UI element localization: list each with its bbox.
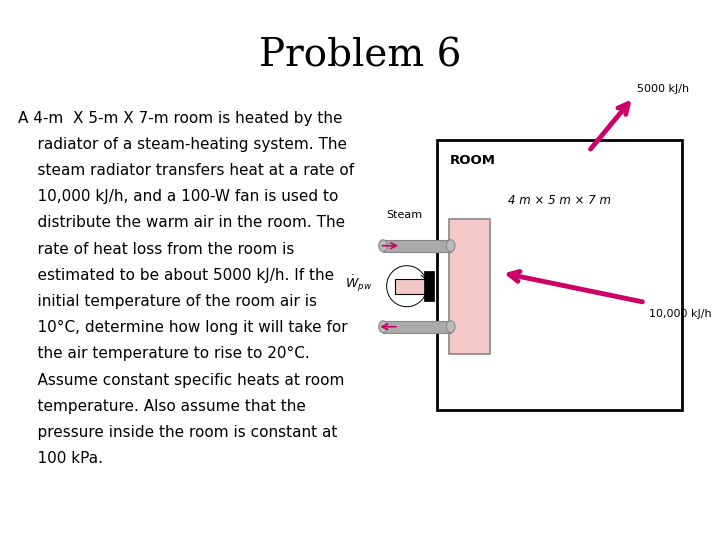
Text: 100 kPa.: 100 kPa. (18, 451, 103, 466)
Ellipse shape (379, 321, 387, 333)
Text: 10°C, determine how long it will take for: 10°C, determine how long it will take fo… (18, 320, 348, 335)
Ellipse shape (446, 321, 455, 333)
Text: 4 m × 5 m × 7 m: 4 m × 5 m × 7 m (508, 194, 611, 207)
Bar (437, 140, 682, 410)
Text: estimated to be about 5000 kJ/h. If the: estimated to be about 5000 kJ/h. If the (18, 268, 334, 283)
Ellipse shape (446, 240, 455, 252)
Text: rate of heat loss from the room is: rate of heat loss from the room is (18, 241, 294, 256)
Bar (424, 271, 434, 301)
Text: A 4-m  X 5-m X 7-m room is heated by the: A 4-m X 5-m X 7-m room is heated by the (18, 111, 343, 126)
Bar (449, 219, 490, 354)
Text: temperature. Also assume that the: temperature. Also assume that the (18, 399, 306, 414)
Text: distribute the warm air in the room. The: distribute the warm air in the room. The (18, 215, 345, 231)
Text: Steam: Steam (387, 210, 423, 220)
Bar (383, 240, 451, 252)
Text: steam radiator transfers heat at a rate of: steam radiator transfers heat at a rate … (18, 163, 354, 178)
Text: $\dot{W}_{pw}$: $\dot{W}_{pw}$ (345, 273, 372, 294)
Ellipse shape (379, 240, 387, 252)
Text: the air temperature to rise to 20°C.: the air temperature to rise to 20°C. (18, 347, 310, 361)
Text: radiator of a steam-heating system. The: radiator of a steam-heating system. The (18, 137, 347, 152)
Text: 10,000 kJ/h: 10,000 kJ/h (649, 309, 711, 319)
Text: initial temperature of the room air is: initial temperature of the room air is (18, 294, 317, 309)
Bar (395, 279, 426, 294)
Bar (383, 321, 451, 333)
Text: pressure inside the room is constant at: pressure inside the room is constant at (18, 425, 338, 440)
Text: Problem 6: Problem 6 (258, 38, 462, 75)
Text: ROOM: ROOM (450, 154, 496, 167)
Text: 10,000 kJ/h, and a 100-W fan is used to: 10,000 kJ/h, and a 100-W fan is used to (18, 190, 338, 204)
Text: Assume constant specific heats at room: Assume constant specific heats at room (18, 373, 344, 388)
Text: 5000 kJ/h: 5000 kJ/h (637, 84, 689, 94)
